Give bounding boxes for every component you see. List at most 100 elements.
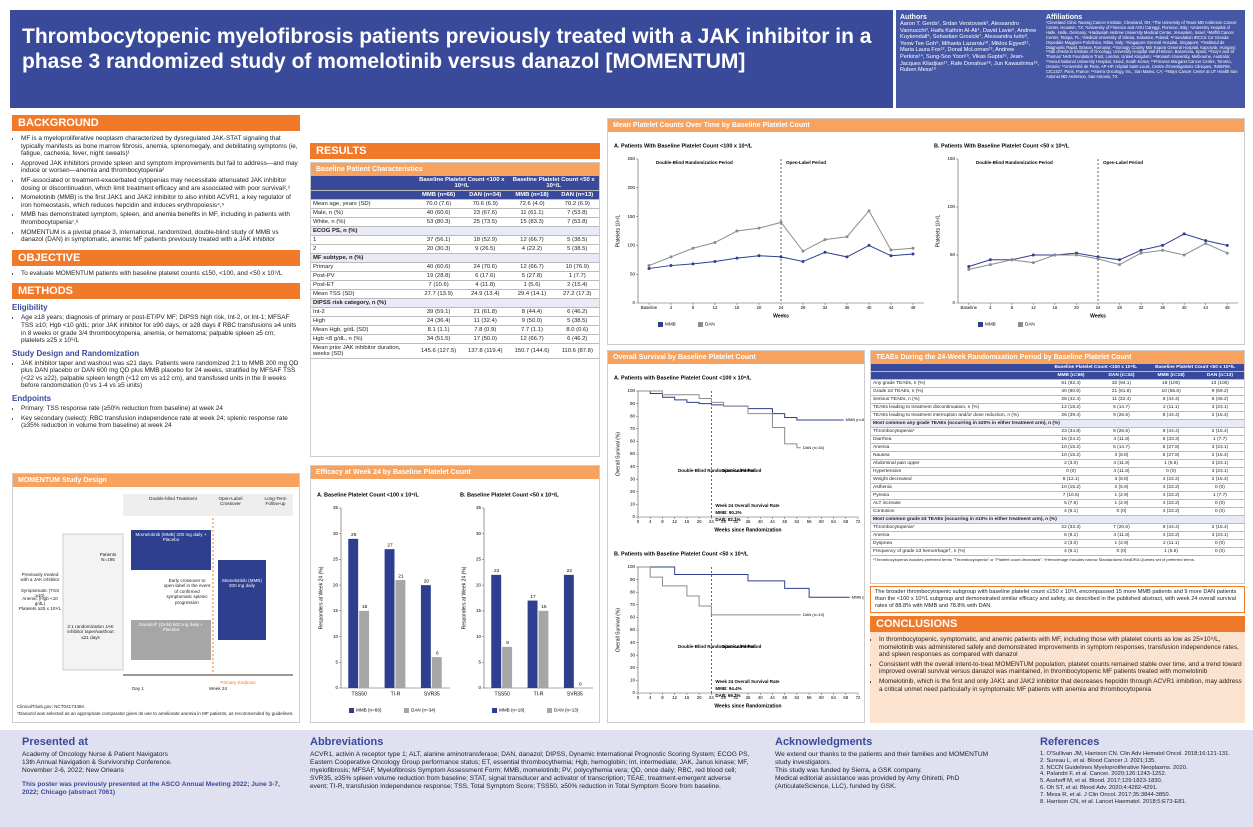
- cell: 0 (0): [1146, 467, 1196, 476]
- series-label: DAN (n=34): [803, 445, 825, 450]
- y-tick-label: 40: [630, 464, 636, 469]
- authors: Aaron T. Gerds¹, Srdan Verstovsek², Ales…: [900, 21, 1040, 74]
- cell: 4 (6.1): [1045, 507, 1097, 516]
- cell: 70.2 (6.9): [555, 199, 599, 209]
- cell: 18 (52.9): [462, 235, 509, 245]
- cell: ECOG PS, n (%): [311, 226, 599, 236]
- row: Nausea 10 (15.2) 3 (8.8) 5 (27.8) 2 (15.4): [871, 451, 1244, 460]
- y-axis-label: Overall Survival (%): [615, 608, 621, 653]
- bar: [359, 610, 370, 688]
- row: Post-ET 7 (10.6) 4 (11.8) 1 (5.6) 2 (15.4): [311, 280, 599, 290]
- reference: 1. O'Sullivan JM, Harrison CN. Clin Adv …: [1040, 751, 1230, 757]
- annotation: Week 24 Overall Survival Rate: [715, 679, 780, 684]
- cell: Post-ET: [311, 280, 416, 290]
- design-label: 2:1 randomization JAK inhibitor taper/wa…: [67, 624, 114, 640]
- row: Hypertension 0 (0) 4 (11.8) 0 (0) 3 (23.1): [871, 467, 1244, 476]
- x-tick-label: 44: [889, 305, 894, 310]
- references-heading: References: [1040, 736, 1100, 748]
- x-tick-label: 12: [713, 305, 718, 310]
- point: [801, 260, 805, 264]
- y-tick-label: 70: [630, 602, 636, 607]
- cell: 6 (46.2): [555, 307, 599, 317]
- design-label: Week 24: [208, 686, 228, 691]
- x-tick-label: 8: [661, 519, 664, 524]
- cell: 23 (67.6): [462, 208, 509, 218]
- x-tick-label: 36: [746, 519, 751, 524]
- row: Dyspnea 2 (3.0) 1 (2.9) 2 (11.1) 0 (0): [871, 539, 1244, 548]
- x-tick-label: 64: [831, 519, 836, 524]
- row: Serious TEAEs, n (%) 28 (42.4) 11 (32.4) 8 …: [871, 395, 1244, 404]
- cell: Diarrhea: [871, 435, 1046, 444]
- cell: 70.0 (7.6): [415, 199, 463, 209]
- cell: 4 (22.2): [1146, 499, 1196, 508]
- x-tick-label: 48: [911, 305, 916, 310]
- cell: TEAEs leading to treatment discontinuati…: [871, 403, 1046, 412]
- bar: [491, 574, 502, 688]
- x-tick-label: 20: [697, 519, 702, 524]
- x-tick-label: SVR35: [567, 691, 583, 697]
- y-tick-label: 150: [627, 214, 635, 219]
- abbreviations-heading: Abbreviations: [310, 736, 384, 748]
- cell: 16 (24.2): [1045, 435, 1097, 444]
- row: Anemia 6 (9.1) 4 (11.8) 4 (22.2) 3 (23.1): [871, 531, 1244, 540]
- header-title: Thrombocytopenic myelofibrosis patients …: [10, 10, 893, 108]
- cell: White, n (%): [311, 217, 416, 227]
- header-row: MMB (n=66) DAN (n=34) MMB (n=18) DAN (n=13): [311, 190, 599, 200]
- cell: 4 (22.2): [508, 244, 556, 254]
- cell: 0 (0): [1096, 507, 1147, 516]
- point: [691, 246, 695, 250]
- cell: Hgb <8 g/dL, n (%): [311, 334, 416, 344]
- x-tick-label: 44: [1203, 305, 1208, 310]
- panel-heading: Baseline Patient Characteristics: [311, 163, 599, 176]
- bullet-list: MF is a myeloproliferative neoplasm char…: [12, 135, 300, 244]
- y-tick-label: 35: [476, 505, 482, 510]
- cell: Mean age, years (SD): [311, 199, 416, 209]
- reference: 4. Palandri F, et al. Cancer. 2020;126:1…: [1040, 771, 1167, 778]
- cell: 13 (100): [1195, 379, 1244, 388]
- x-tick-label: 60: [819, 519, 824, 524]
- design-label: Momelotinib (MMB) 200 mg daily: [222, 578, 262, 589]
- x-tick-label: 40: [758, 519, 763, 524]
- results-heading-wrap: RESULTS: [310, 143, 600, 159]
- annotation: Double-Blind Randomization Period: [678, 644, 755, 649]
- x-tick-label: 48: [782, 695, 787, 700]
- legend-label: DAN: [705, 322, 715, 327]
- ack-line: We extend our thanks to the patients and…: [775, 751, 989, 766]
- y-tick-label: 0: [632, 514, 635, 519]
- column-header: MMB (n=66): [415, 190, 463, 200]
- note: The broader thrombocytopenic subgroup wi…: [870, 586, 1245, 613]
- value-label: 22: [567, 568, 573, 574]
- row: Asthenia 10 (15.2) 2 (5.9) 4 (22.2) 0 (0): [871, 483, 1244, 492]
- x-tick-label: SVR35: [424, 691, 440, 697]
- series-line: [638, 390, 844, 421]
- x-tick-label: 44: [770, 695, 775, 700]
- panel-heading: MOMENTUM Study Design: [13, 474, 299, 487]
- series-line: [638, 566, 850, 598]
- row: DIPSS risk category, n (%): [311, 298, 599, 308]
- y-tick-label: 40: [630, 640, 636, 645]
- cell: 1 (5.6): [1146, 547, 1196, 556]
- cell: Nausea: [871, 451, 1046, 460]
- cell: 24 (70.6): [462, 262, 509, 272]
- cell: 5 (38.5): [555, 316, 599, 326]
- row: ECOG PS, n (%): [311, 226, 599, 236]
- chart-title: A. Patients with Baseline Platelet Count…: [614, 375, 752, 381]
- authors-heading: Authors: [900, 14, 927, 21]
- cell: 4 (11.8): [1096, 467, 1147, 476]
- x-tick-label: TI-R: [391, 691, 401, 697]
- cell: 4 (22.2): [1146, 507, 1196, 516]
- survival-panel: Overall Survival by Baseline Platelet Co…: [607, 350, 865, 723]
- legend-swatch: [658, 322, 663, 327]
- point: [1139, 248, 1143, 252]
- header-band: [123, 494, 293, 516]
- x-tick-label: 0: [637, 695, 640, 700]
- cell: 0 (0): [1195, 539, 1244, 548]
- y-tick-label: 100: [627, 388, 635, 393]
- cell: 0 (0): [1045, 467, 1097, 476]
- cell: Mean Hgb, g/dL (SD): [311, 325, 416, 335]
- bar: [384, 549, 395, 688]
- point: [845, 255, 849, 259]
- row: Any grade TEAEs, n (%) 61 (92.4) 32 (94.1)…: [871, 379, 1244, 388]
- cell: 0 (0): [1195, 499, 1244, 508]
- cell: 32 (94.1): [1096, 379, 1147, 388]
